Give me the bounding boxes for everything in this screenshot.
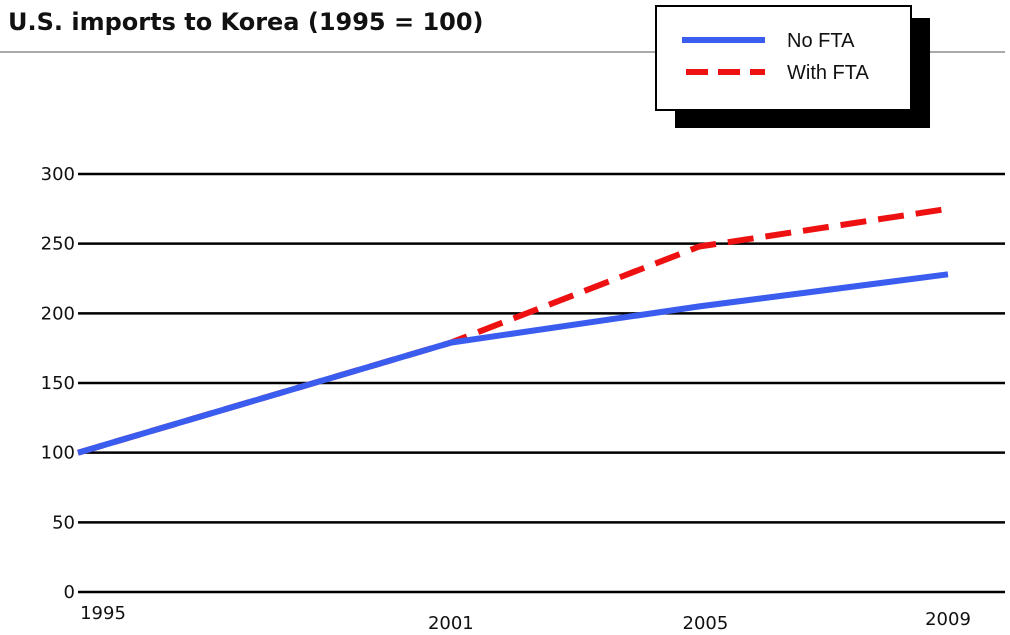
y-tick-label-100: 100 [41, 443, 75, 464]
series-line-no-fta [77, 271, 949, 456]
x-axis-tick-labels: 1995 2001 2005 2009 [80, 603, 971, 634]
y-tick-label-300: 300 [41, 164, 75, 185]
y-tick-label-0: 0 [64, 582, 75, 603]
legend-label-no-fta: No FTA [787, 30, 855, 52]
y-tick-label-250: 250 [41, 234, 75, 255]
x-tick-label-2005: 2005 [683, 613, 729, 634]
chart-title: U.S. imports to Korea (1995 = 100) [8, 8, 484, 36]
legend-box [655, 5, 912, 111]
series-lines [77, 205, 949, 456]
y-tick-label-150: 150 [41, 373, 75, 394]
legend: No FTA With FTA [655, 5, 930, 128]
legend-label-with-fta: With FTA [787, 62, 870, 84]
grid-lines [78, 172, 1005, 594]
x-tick-label-1995: 1995 [80, 603, 126, 624]
x-tick-label-2009: 2009 [925, 609, 971, 630]
y-tick-label-200: 200 [41, 303, 75, 324]
y-tick-label-50: 50 [52, 512, 75, 533]
x-tick-label-2001: 2001 [428, 613, 474, 634]
y-axis-tick-labels: 0 50 100 150 200 250 300 [41, 164, 75, 603]
